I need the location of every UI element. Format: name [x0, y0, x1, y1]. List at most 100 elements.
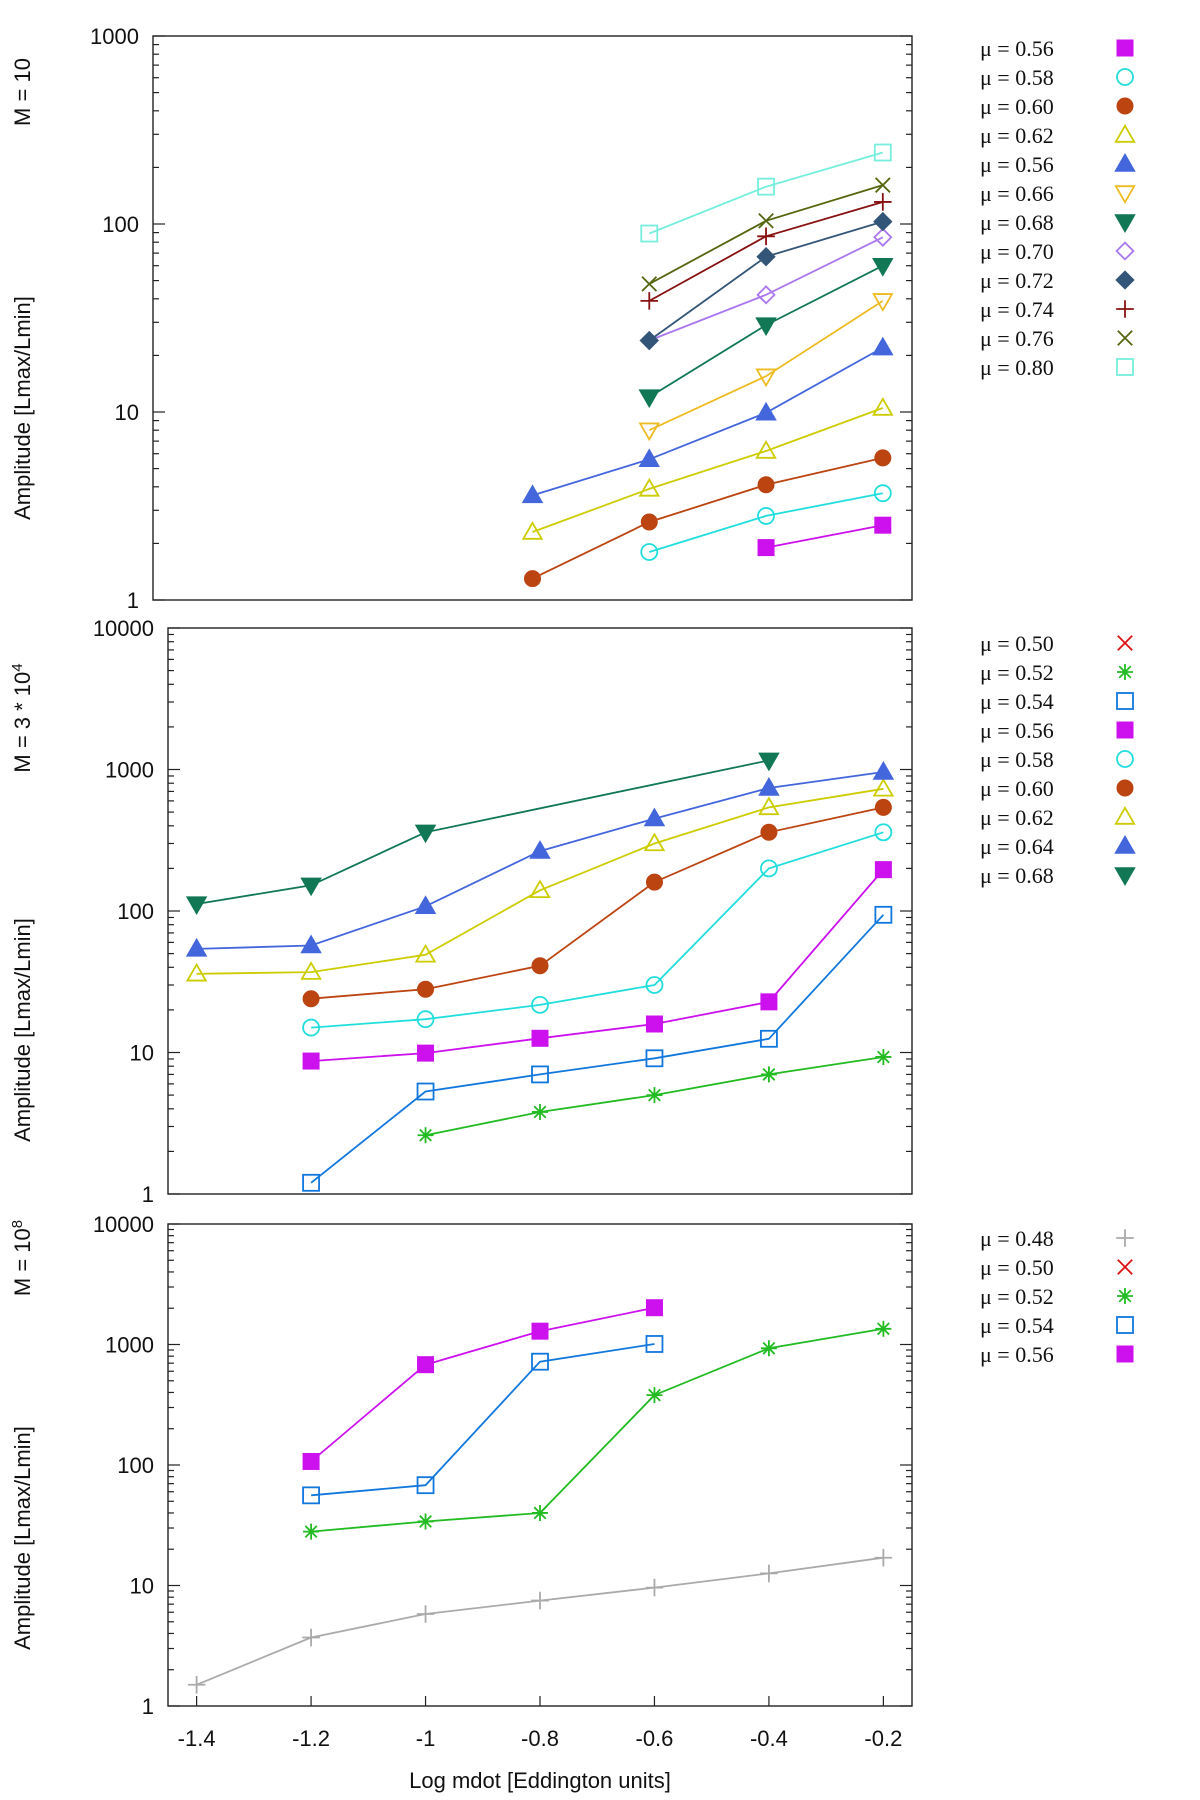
data-point: [521, 484, 544, 504]
legend-marker: [1116, 1316, 1134, 1334]
data-point: [874, 1548, 893, 1567]
series: [640, 484, 892, 561]
series: [521, 336, 894, 504]
legend-marker: [1117, 1288, 1133, 1304]
panel-label: M = 10: [10, 58, 35, 126]
data-point: [874, 449, 892, 467]
panel-3: 1 10 100 1000 10000 -1.4 -1.2 -1 -0.8 -0.6 -0.4 -0.…: [9, 1212, 1134, 1751]
data-point: [416, 1082, 435, 1101]
y-tick-label: 1000: [105, 758, 154, 783]
legend-marker: [1116, 300, 1134, 318]
series-line: [532, 457, 884, 580]
data-point: [185, 896, 208, 916]
data-point: [643, 832, 666, 852]
legend-label: μ = 0.52: [980, 660, 1054, 685]
data-point: [645, 1015, 663, 1033]
data-point: [524, 570, 541, 588]
panel-1: 1 10 100 1000 M = 10 Amplitude [Lmax/Lmin] μ =…: [10, 24, 1136, 613]
y-tick-label: 1: [142, 1694, 154, 1719]
data-point: [531, 1352, 549, 1371]
series: [302, 905, 893, 1192]
data-point: [531, 1029, 549, 1047]
data-point: [874, 861, 892, 879]
x-tick-label: -1.2: [292, 1726, 330, 1751]
series: [417, 1048, 892, 1144]
x-tick-label: -0.4: [750, 1726, 788, 1751]
legend-marker: [1116, 721, 1134, 739]
data-point: [529, 840, 551, 859]
data-point: [302, 1628, 320, 1647]
data-point: [875, 1048, 892, 1065]
series-line: [311, 1327, 884, 1533]
y-tick-label: 10000: [93, 616, 154, 641]
legend-marker: [1116, 750, 1134, 768]
data-point: [755, 317, 777, 337]
legend-label: μ = 0.64: [980, 834, 1054, 859]
legend-marker: [1117, 330, 1133, 346]
legend-marker: [1117, 664, 1133, 680]
legend-label: μ = 0.68: [980, 210, 1054, 235]
legend-marker: [1114, 805, 1136, 825]
series-line: [310, 1306, 655, 1463]
data-point: [300, 877, 322, 897]
legend-marker: [1114, 185, 1136, 205]
panel-label-exponent: 4: [9, 663, 26, 671]
series-line: [649, 492, 883, 553]
data-point: [638, 477, 661, 497]
data-point: [874, 177, 891, 193]
series-line: [196, 771, 884, 950]
series: [638, 258, 894, 409]
panel-label: M = 108: [9, 1220, 36, 1296]
data-point: [645, 1578, 664, 1597]
data-point: [302, 1486, 320, 1505]
data-point: [646, 1087, 663, 1104]
data-point: [417, 1127, 434, 1144]
data-point: [873, 211, 893, 232]
data-point: [758, 752, 780, 772]
data-point: [185, 962, 208, 982]
y-tick-label: 10: [130, 1041, 154, 1066]
series: [303, 1320, 892, 1540]
legend-label: μ = 0.58: [980, 747, 1054, 772]
legend-label: μ = 0.58: [980, 65, 1054, 90]
panel-2: 1 10 100 1000 10000 M = 3 * 104 Amplitude [Lma…: [9, 616, 1136, 1207]
data-point: [531, 1322, 549, 1340]
series: [187, 1548, 893, 1694]
data-point: [639, 330, 659, 351]
x-tick-label: -0.6: [636, 1726, 674, 1751]
legend-label: μ = 0.56: [980, 152, 1054, 177]
data-point: [873, 484, 892, 503]
series: [302, 798, 892, 1008]
data-point: [760, 993, 778, 1011]
data-point: [874, 516, 892, 534]
series-line: [311, 831, 884, 1029]
legend-label: μ = 0.56: [980, 36, 1054, 61]
data-point: [760, 1564, 778, 1583]
data-point: [645, 873, 663, 891]
legend-label: μ = 0.48: [980, 1226, 1054, 1251]
data-point: [300, 934, 322, 954]
y-tick-label: 1000: [90, 24, 139, 49]
legend-marker: [1116, 358, 1134, 376]
legend-marker: [1116, 39, 1134, 57]
data-point: [757, 539, 775, 557]
legend-marker: [1114, 152, 1136, 172]
data-point: [760, 1029, 778, 1048]
series-line: [196, 759, 770, 905]
legend-label: μ = 0.50: [980, 631, 1054, 656]
panel-label-exponent: 8: [9, 1220, 26, 1228]
data-point: [638, 422, 661, 442]
data-point: [303, 1523, 320, 1540]
series-line: [311, 869, 885, 1062]
x-tick-label: -1.4: [178, 1726, 216, 1751]
y-tick-label: 1000: [105, 1333, 154, 1358]
data-point: [640, 224, 659, 243]
data-point: [641, 276, 658, 292]
data-point: [874, 823, 893, 842]
y-tick-label: 100: [117, 899, 154, 924]
y-axis-title: Amplitude [Lmax/Lmin]: [10, 296, 35, 520]
data-point: [872, 397, 894, 416]
data-point: [532, 1103, 548, 1120]
data-point: [757, 227, 775, 246]
legend-label: μ = 0.60: [980, 776, 1054, 801]
